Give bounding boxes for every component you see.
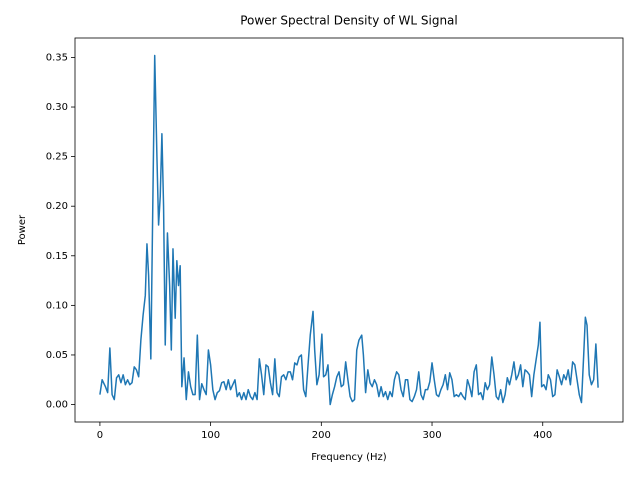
- plot-frame: [74, 37, 624, 423]
- y-tick-label: 0.25: [46, 152, 68, 163]
- y-axis-label: Power: [17, 214, 28, 245]
- x-tick-label: 300: [422, 430, 441, 441]
- y-tick-label: 0.05: [46, 350, 68, 361]
- y-tick-label: 0.30: [46, 102, 68, 113]
- data-line: [99, 54, 599, 406]
- x-axis-label: Frequency (Hz): [311, 452, 387, 463]
- chart-title: Power Spectral Density of WL Signal: [240, 14, 458, 28]
- y-tick-label: 0.20: [46, 201, 68, 212]
- x-tick-label: 0: [97, 430, 103, 441]
- y-tick-label: 0.10: [46, 300, 68, 311]
- y-tick-label: 0.00: [46, 400, 68, 411]
- x-tick-label: 400: [533, 430, 552, 441]
- x-tick-label: 200: [312, 430, 331, 441]
- y-tick-label: 0.35: [46, 52, 68, 63]
- y-tick-label: 0.15: [46, 251, 68, 262]
- x-tick-label: 100: [201, 430, 220, 441]
